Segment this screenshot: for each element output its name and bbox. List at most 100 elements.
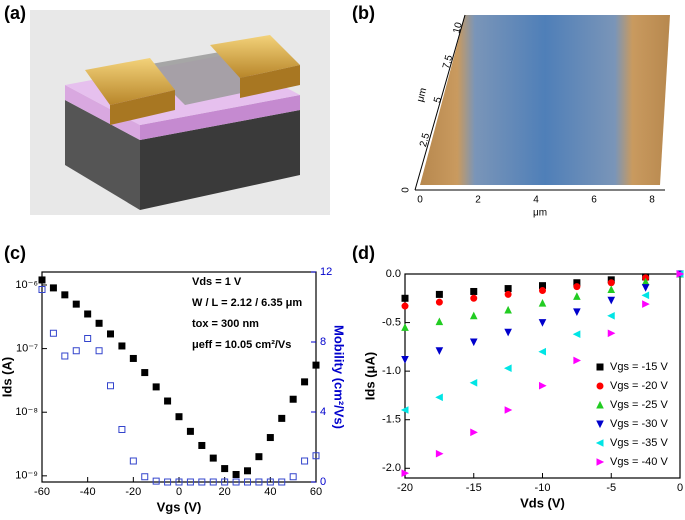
data-point	[198, 441, 206, 449]
data-point	[607, 279, 615, 287]
data-point	[642, 300, 650, 308]
data-point	[400, 406, 409, 414]
data-point	[572, 330, 581, 339]
data-point	[469, 378, 478, 387]
legend-label: Vgs = -20 V	[610, 380, 668, 392]
legend-label: Vgs = -40 V	[610, 456, 668, 468]
data-point	[209, 454, 217, 462]
data-point	[175, 478, 183, 486]
data-point	[107, 382, 114, 390]
y-tick-label: -1.5	[382, 414, 401, 426]
afm-y-tick: 7.5	[441, 53, 455, 70]
x-tick-label: -5	[606, 482, 616, 494]
data-point	[504, 364, 512, 373]
afm-image	[414, 14, 670, 191]
data-point	[164, 397, 172, 405]
data-point	[504, 290, 512, 298]
data-point	[470, 294, 478, 302]
data-point	[107, 330, 114, 338]
data-point	[266, 478, 274, 486]
legend-marker	[595, 439, 604, 447]
data-point	[118, 426, 126, 433]
afm-y-tick: 5	[432, 96, 444, 105]
data-point	[232, 478, 240, 486]
legend-label: Vgs = -30 V	[610, 418, 668, 430]
data-point	[538, 299, 547, 307]
panel-label: (b)	[352, 3, 375, 23]
afm-x-tick: 0	[417, 195, 423, 206]
x-tick-label: -60	[34, 486, 50, 498]
y-tick-label: 10⁻⁹	[15, 470, 38, 482]
y-tick-label: 10⁻⁶	[15, 279, 38, 291]
y-tick-label: -2.0	[382, 462, 401, 474]
data-point	[209, 478, 217, 486]
x-tick-label: -20	[125, 486, 141, 498]
afm-x-unit: μm	[533, 208, 547, 219]
data-point	[539, 287, 546, 295]
data-point	[72, 300, 80, 308]
data-point	[278, 478, 286, 486]
data-point	[266, 434, 274, 442]
data-point	[118, 342, 126, 350]
y-tick-label: 0.0	[386, 268, 401, 280]
data-point	[175, 413, 183, 421]
data-point	[435, 290, 443, 298]
panel-label: (a)	[4, 3, 26, 23]
afm-y-tick: 2.5	[418, 131, 432, 148]
data-point	[435, 298, 443, 306]
x-tick-label: 0	[677, 482, 683, 494]
data-point	[435, 393, 443, 402]
data-point	[470, 428, 478, 437]
data-point	[607, 296, 616, 305]
data-point	[504, 406, 513, 414]
data-point	[84, 335, 92, 342]
x-tick-label: -10	[535, 482, 551, 494]
legend-label: Vgs = -35 V	[610, 437, 668, 449]
legend-label: Vgs = -15 V	[610, 361, 668, 373]
data-point	[641, 284, 650, 292]
data-point	[607, 285, 616, 294]
data-point	[401, 355, 409, 364]
device-illustration	[30, 10, 330, 215]
afm-x-tick: 4	[533, 195, 539, 206]
data-point	[84, 310, 92, 318]
y-tick-label: 10⁻⁸	[15, 406, 38, 418]
annotation: W / L = 2.12 / 6.35 μm	[192, 297, 302, 309]
data-point	[186, 478, 194, 486]
data-point	[38, 276, 46, 284]
afm-y-tick: 10	[451, 21, 465, 35]
data-point	[607, 311, 615, 320]
data-point	[255, 453, 263, 461]
data-point	[312, 452, 320, 460]
x-axis-label: Vds (V)	[520, 495, 565, 510]
data-point	[435, 449, 444, 458]
data-point	[641, 291, 650, 300]
x-tick-label: -15	[466, 482, 482, 494]
y2-axis-label: Mobility (cm²/Vs)	[332, 325, 347, 429]
x-tick-label: -20	[397, 482, 413, 494]
data-point	[278, 414, 286, 422]
data-point	[470, 287, 478, 295]
afm-x-tick: 8	[649, 195, 655, 206]
y-tick-label: -0.5	[382, 316, 401, 328]
data-point	[504, 328, 512, 337]
data-point	[129, 354, 137, 362]
data-point	[504, 305, 512, 314]
y2-tick-label: 8	[320, 336, 326, 348]
data-point	[232, 470, 240, 478]
afm-corner: 0	[401, 187, 412, 193]
y-tick-label: -1.0	[382, 365, 401, 377]
data-point	[129, 457, 137, 465]
data-point	[401, 302, 409, 310]
x-tick-label: 60	[310, 486, 322, 498]
data-point	[152, 383, 160, 391]
legend-marker	[596, 400, 604, 409]
data-point	[221, 465, 229, 473]
x-tick-label: 0	[176, 486, 182, 498]
data-point	[504, 285, 512, 293]
afm-y-unit: μm	[415, 87, 429, 103]
afm-x-tick: 6	[591, 195, 597, 206]
data-point	[255, 478, 263, 486]
legend-label: Vgs = -25 V	[610, 399, 668, 411]
